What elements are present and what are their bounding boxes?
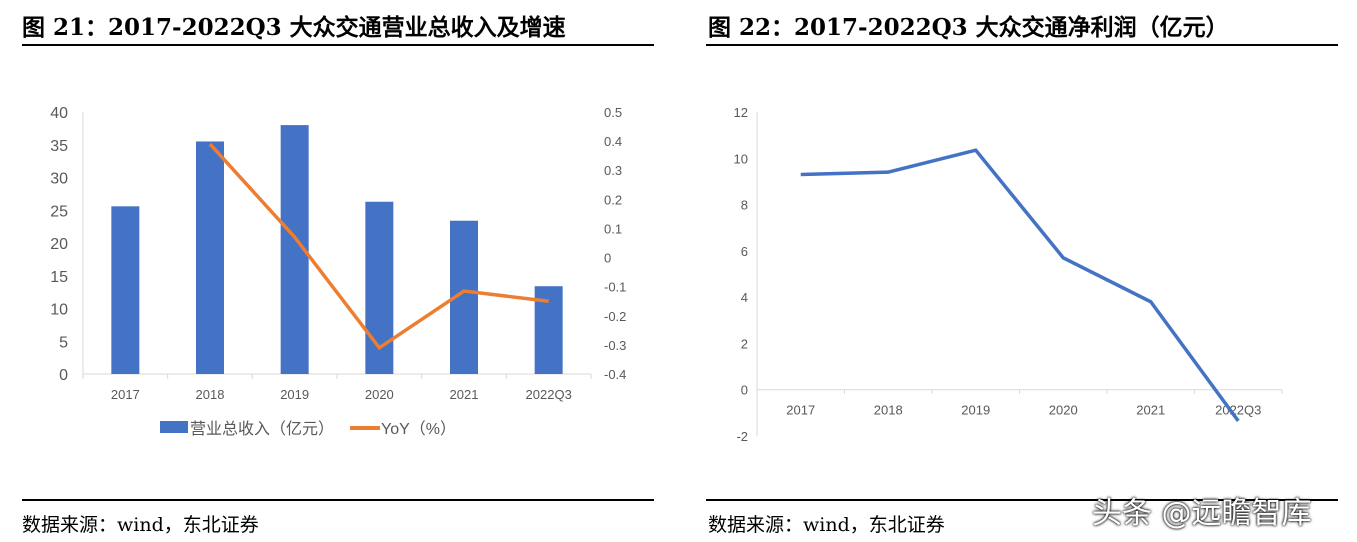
right-x-tick-label: 2021 — [1136, 403, 1165, 418]
right-y-tick-label: 10 — [734, 151, 748, 166]
y-tick-label: 35 — [50, 138, 68, 155]
y-tick-label: 5 — [59, 334, 68, 351]
y2-tick-label: 0 — [604, 251, 611, 266]
right-y-tick-label: 4 — [741, 290, 748, 305]
y2-tick-label: 0.1 — [604, 221, 622, 236]
y2-tick-label: 0.3 — [604, 163, 622, 178]
y-tick-label: 30 — [50, 171, 68, 188]
revenue-bar — [196, 141, 224, 374]
y-tick-label: 10 — [50, 302, 68, 319]
left-chart-title: 图 21：2017-2022Q3 大众交通营业总收入及增速 — [22, 14, 566, 41]
right-x-tick-label: 2020 — [1049, 403, 1078, 418]
x-tick-label: 2020 — [365, 387, 394, 402]
y2-tick-label: 0.2 — [604, 192, 622, 207]
y2-tick-label: -0.4 — [604, 367, 626, 382]
right-source: 数据来源：wind，东北证券 — [708, 514, 945, 536]
y-tick-label: 20 — [50, 236, 68, 253]
left-bottom-rule — [22, 499, 654, 501]
y2-tick-label: -0.1 — [604, 280, 626, 295]
left-source: 数据来源：wind，东北证券 — [22, 514, 259, 536]
right-x-tick-label: 2018 — [874, 403, 903, 418]
x-tick-label: 2017 — [111, 387, 140, 402]
y-tick-label: 40 — [50, 105, 68, 122]
y2-tick-label: -0.2 — [604, 309, 626, 324]
y2-tick-label: 0.4 — [604, 134, 622, 149]
y-tick-label: 25 — [50, 203, 68, 220]
y-tick-label: 0 — [59, 367, 68, 384]
right-title-rule — [706, 44, 1338, 46]
right-y-tick-label: 6 — [741, 244, 748, 259]
x-tick-label: 2021 — [450, 387, 479, 402]
right-y-tick-label: 2 — [741, 336, 748, 351]
y2-tick-label: 0.5 — [604, 105, 622, 120]
right-chart-title: 图 22：2017-2022Q3 大众交通净利润（亿元） — [708, 14, 1229, 41]
right-y-tick-label: 12 — [734, 105, 748, 120]
x-tick-label: 2022Q3 — [526, 387, 572, 402]
right-y-tick-label: 0 — [741, 383, 748, 398]
y-tick-label: 15 — [50, 269, 68, 286]
right-x-tick-label: 2019 — [961, 403, 990, 418]
legend-yoy-label: YoY（%） — [381, 420, 456, 438]
net-profit-line — [800, 148, 1240, 422]
x-tick-label: 2019 — [280, 387, 309, 402]
legend-revenue-label: 营业总收入（亿元） — [190, 420, 334, 438]
legend-revenue-swatch — [160, 421, 188, 433]
left-title-rule — [22, 44, 654, 46]
revenue-bar — [111, 206, 140, 374]
x-tick-label: 2018 — [196, 387, 225, 402]
watermark: 头条 @远瞻智库 — [1092, 496, 1312, 531]
y2-tick-label: -0.3 — [604, 338, 626, 353]
right-y-tick-label: 8 — [741, 198, 748, 213]
right-bottom-rule — [706, 499, 1338, 501]
right-x-tick-label: 2017 — [786, 403, 815, 418]
right-x-tick-label: 2022Q3 — [1215, 403, 1261, 418]
right-y-tick-label: -2 — [736, 429, 748, 444]
